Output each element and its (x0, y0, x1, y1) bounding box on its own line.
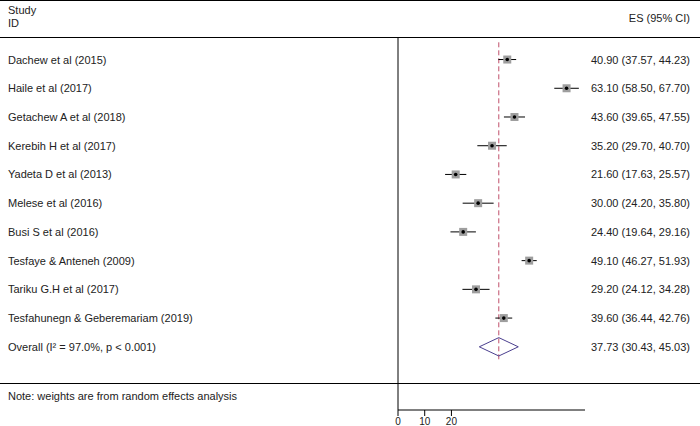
svg-text:63.10 (58.50, 67.70): 63.10 (58.50, 67.70) (591, 82, 690, 94)
html-text:ES (95% CI): ES (95% CI) (628, 12, 690, 24)
html-text:Study: Study (8, 4, 37, 16)
html-text:Note: weights are from random: Note: weights are from random effects an… (8, 390, 238, 402)
svg-text:Tesfaye & Anteneh (2009): Tesfaye & Anteneh (2009) (8, 255, 135, 267)
svg-text:Tariku G.H et al (2017): Tariku G.H et al (2017) (8, 283, 119, 295)
svg-text:30.00 (24.20, 35.80): 30.00 (24.20, 35.80) (591, 197, 690, 209)
svg-text:39.60 (36.44, 42.76): 39.60 (36.44, 42.76) (591, 312, 690, 324)
svg-text:Yadeta D et al (2013): Yadeta D et al (2013) (8, 168, 112, 180)
svg-text:Busi S et al (2016): Busi S et al (2016) (8, 226, 99, 238)
svg-text:10: 10 (419, 416, 431, 426)
svg-text:Getachew A et al (2018): Getachew A et al (2018) (8, 111, 125, 123)
svg-text:Overall (I² = 97.0%, p < 0.001: Overall (I² = 97.0%, p < 0.001) (8, 341, 156, 353)
svg-text:35.20 (29.70, 40.70): 35.20 (29.70, 40.70) (591, 140, 690, 152)
svg-text:Dachew et al (2015): Dachew et al (2015) (8, 54, 106, 66)
svg-text:Tesfahunegn & Geberemariam (20: Tesfahunegn & Geberemariam (2019) (8, 312, 193, 324)
svg-text:29.20 (24.12, 34.28): 29.20 (24.12, 34.28) (591, 283, 690, 295)
svg-text:37.73 (30.43, 45.03): 37.73 (30.43, 45.03) (591, 341, 690, 353)
svg-text:40.90 (37.57, 44.23): 40.90 (37.57, 44.23) (591, 54, 690, 66)
svg-text:Haile et al (2017): Haile et al (2017) (8, 82, 92, 94)
svg-text:49.10 (46.27, 51.93): 49.10 (46.27, 51.93) (591, 255, 690, 267)
svg-text:0: 0 (395, 416, 401, 426)
svg-text:Kerebih H et al (2017): Kerebih H et al (2017) (8, 140, 116, 152)
svg-text:21.60 (17.63, 25.57): 21.60 (17.63, 25.57) (591, 168, 690, 180)
svg-text:20: 20 (446, 416, 458, 426)
html-text:ID: ID (8, 17, 19, 29)
svg-text:Melese et al (2016): Melese et al (2016) (8, 197, 102, 209)
svg-text:24.40 (19.64, 29.16): 24.40 (19.64, 29.16) (591, 226, 690, 238)
svg-text:43.60 (39.65, 47.55): 43.60 (39.65, 47.55) (591, 111, 690, 123)
